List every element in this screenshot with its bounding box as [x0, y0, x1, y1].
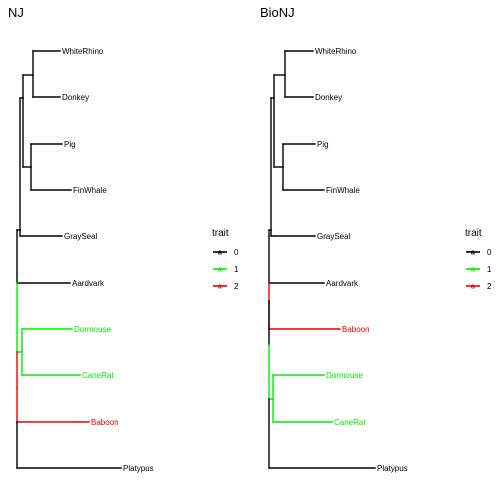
legend-label: 2 [234, 282, 239, 291]
tip-label: FinWhale [73, 186, 107, 195]
panel-title-nj: NJ [8, 5, 24, 20]
legend-label: 0 [487, 248, 492, 257]
tip-label: Pig [64, 140, 76, 149]
legend-label: 1 [487, 265, 492, 274]
tip-label: Baboon [91, 418, 119, 427]
legend-key-glyph: a [471, 284, 475, 291]
tip-label: Baboon [342, 325, 370, 334]
tree-edges-bionj [268, 50, 376, 469]
legend-key-glyph: a [471, 250, 475, 257]
legend-label: 2 [487, 282, 492, 291]
tip-label: Dormouse [74, 325, 111, 334]
panel-bionj: BioNJ WhiteRhino Donkey Pig FinWhale GraySea… [260, 5, 492, 473]
tip-label: Aardvark [72, 279, 105, 288]
legend-title: trait [465, 228, 482, 239]
legend-key-glyph: a [218, 284, 222, 291]
tip-label: WhiteRhino [62, 47, 104, 56]
tip-label: WhiteRhino [315, 47, 357, 56]
tip-label: Donkey [315, 93, 342, 102]
tip-label: Platypus [377, 464, 408, 473]
tip-label: Platypus [123, 464, 154, 473]
tip-label: CaneRat [334, 418, 366, 427]
legend-bionj: trait a 0 a 1 a 2 [465, 228, 492, 291]
legend-nj: trait a 0 a 1 a 2 [212, 228, 239, 291]
panel-title-bionj: BioNJ [260, 5, 295, 20]
legend-title: trait [212, 228, 229, 239]
tip-labels-nj: WhiteRhino Donkey Pig FinWhale GraySeal Aardv… [62, 47, 154, 473]
tip-label: GraySeal [317, 232, 351, 241]
tip-labels-bionj: WhiteRhino Donkey Pig FinWhale GraySeal Aardv… [315, 47, 408, 473]
legend-label: 1 [234, 265, 239, 274]
tip-label: Dormouse [326, 371, 363, 380]
tip-label: Donkey [62, 93, 89, 102]
tip-label: Aardvark [326, 279, 359, 288]
tip-label: Pig [317, 140, 329, 149]
legend-key-glyph: a [218, 250, 222, 257]
panel-nj: NJ WhiteRhino Donkey Pig FinWhale GraySeal Aa… [8, 5, 239, 473]
tip-label: FinWhale [326, 186, 360, 195]
tree-edges-nj [16, 50, 122, 469]
tip-label: CaneRat [82, 371, 114, 380]
legend-key-glyph: a [218, 267, 222, 274]
legend-label: 0 [234, 248, 239, 257]
legend-key-glyph: a [471, 267, 475, 274]
tip-label: GraySeal [64, 232, 98, 241]
